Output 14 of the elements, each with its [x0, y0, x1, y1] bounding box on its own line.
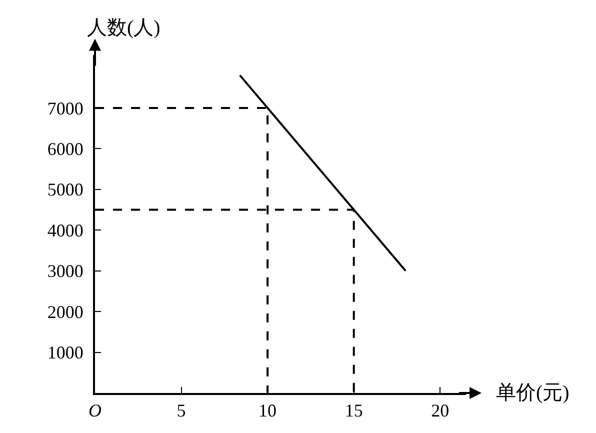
x-tick-label: 15: [344, 400, 363, 421]
y-tick-label: 5000: [47, 180, 84, 200]
x-tick-label: 20: [431, 400, 450, 421]
x-tick-label: O: [88, 400, 102, 421]
x-tick-label: 5: [176, 400, 186, 421]
x-axis-title: 单价(元): [496, 382, 570, 404]
y-tick-label: 3000: [47, 261, 84, 282]
y-tick-label: 4000: [47, 220, 84, 240]
y-tick-label: 7000: [47, 98, 84, 118]
y-axis-title: 人数(人): [87, 17, 160, 39]
y-tick-label: 2000: [47, 302, 84, 322]
x-tick-label: 10: [258, 400, 277, 421]
y-tick-label: 1000: [47, 342, 84, 363]
y-tick-label: 6000: [47, 138, 84, 159]
